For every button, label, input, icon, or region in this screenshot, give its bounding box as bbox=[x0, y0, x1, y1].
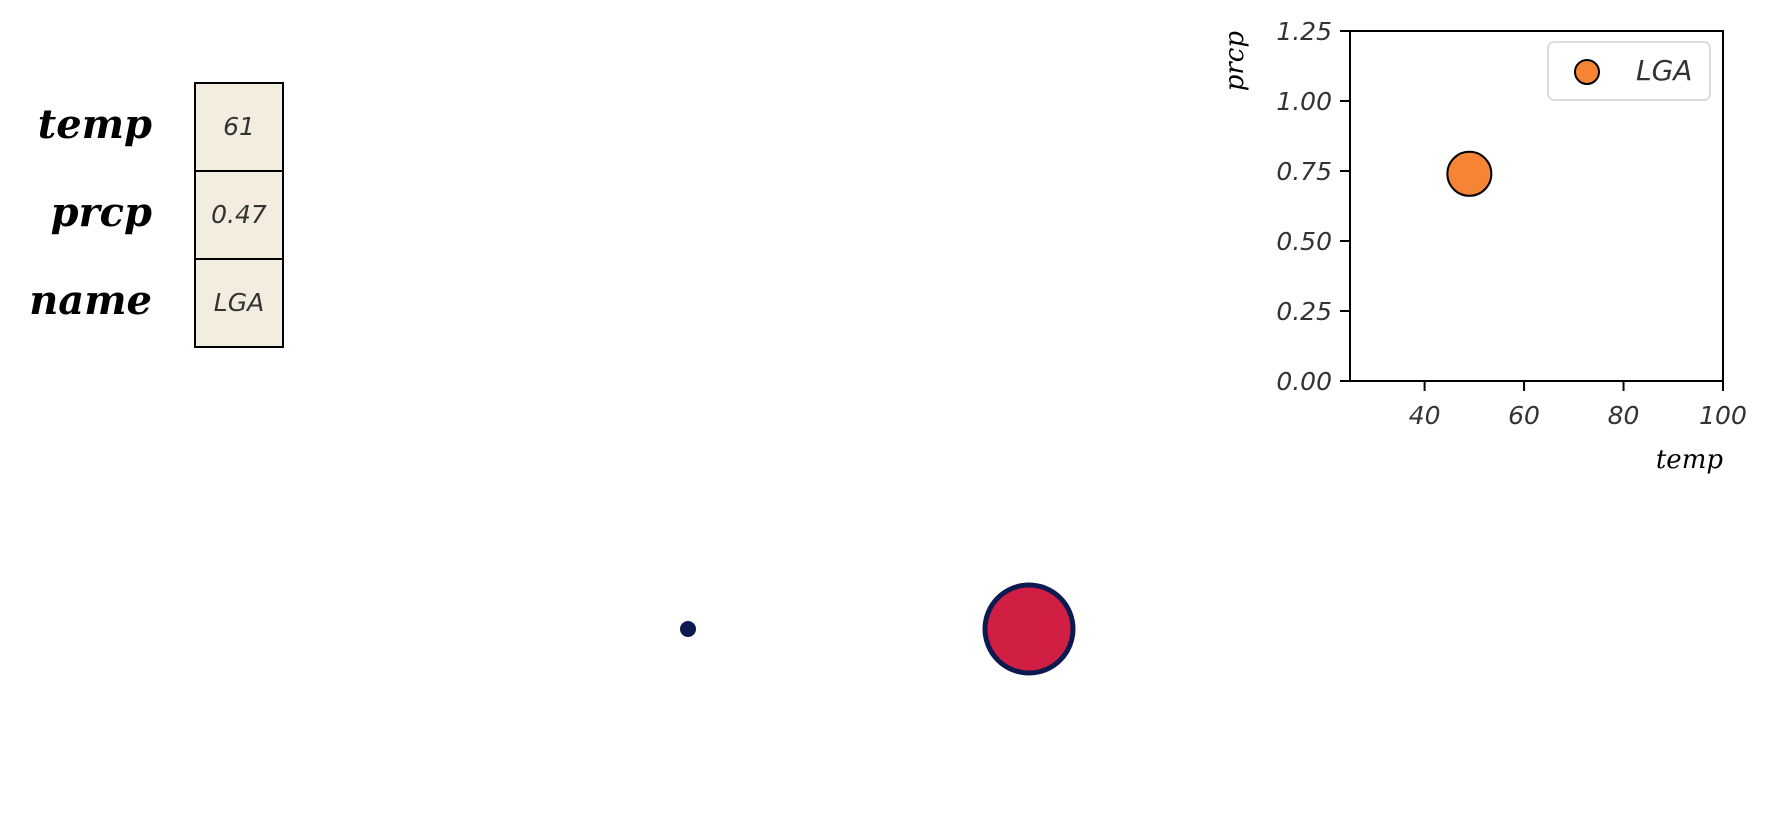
legend-box bbox=[1547, 41, 1711, 101]
data-point bbox=[1446, 150, 1493, 197]
small-dot bbox=[680, 621, 696, 637]
x-tick-label: 100 bbox=[1699, 401, 1747, 430]
y-tick-label: 0.00 bbox=[1276, 367, 1332, 396]
x-axis: 40 60 80 100 bbox=[1409, 381, 1747, 430]
y-tick-label: 0.25 bbox=[1276, 297, 1332, 326]
y-axis: 0.00 0.25 0.50 0.75 1.00 1.25 bbox=[1276, 17, 1350, 396]
field-cell-prcp bbox=[194, 170, 284, 260]
y-axis-label: prcp bbox=[1220, 31, 1250, 92]
field-cell-name bbox=[194, 258, 284, 348]
y-tick-label: 0.50 bbox=[1276, 227, 1332, 256]
data-points bbox=[1446, 150, 1493, 197]
field-label-name: name bbox=[29, 277, 152, 324]
x-tick-label: 40 bbox=[1409, 401, 1441, 430]
field-cell-temp bbox=[194, 82, 284, 172]
y-tick-label: 1.00 bbox=[1276, 87, 1332, 116]
y-tick-label: 1.25 bbox=[1276, 17, 1332, 46]
y-tick-label: 0.75 bbox=[1276, 157, 1332, 186]
legend-label: LGA bbox=[1636, 54, 1692, 87]
field-label-temp: temp bbox=[38, 101, 152, 148]
scatter-chart: 0.000.250.500.751.001.25 40 60 80 100 temp … bbox=[1220, 17, 1747, 475]
record-table: temp prcp name 61 0.47 LGA bbox=[29, 82, 284, 348]
large-circle bbox=[982, 582, 1076, 676]
field-label-prcp: prcp bbox=[51, 189, 152, 236]
x-axis-label: temp bbox=[1656, 445, 1723, 475]
x-tick-label: 60 bbox=[1508, 401, 1540, 430]
legend-marker bbox=[1574, 59, 1600, 85]
legend: LGA bbox=[1547, 41, 1711, 101]
x-tick-label: 80 bbox=[1608, 401, 1640, 430]
field-value-prcp: 0.47 bbox=[211, 200, 267, 229]
field-value-temp: 61 bbox=[223, 112, 255, 141]
field-value-name: LGA bbox=[214, 288, 264, 317]
plot-frame bbox=[1349, 30, 1724, 382]
